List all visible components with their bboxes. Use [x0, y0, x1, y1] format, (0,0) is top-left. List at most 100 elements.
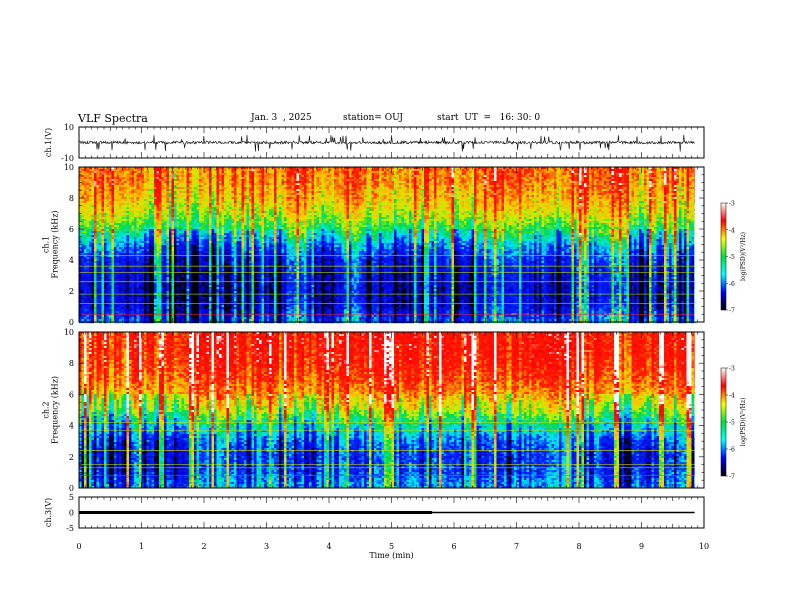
spectrogram-cell	[117, 201, 120, 203]
spectrogram-cell	[672, 199, 675, 201]
spectrogram-cell	[522, 191, 525, 193]
spectrogram-cell	[647, 175, 650, 177]
spectrogram-cell	[392, 175, 395, 177]
spectrogram-cell	[129, 187, 132, 189]
spectrogram-cell	[539, 179, 542, 181]
spectrogram-cell	[437, 183, 440, 185]
spectrogram-cell	[234, 193, 237, 195]
spectrogram-cell	[249, 173, 252, 175]
spectrogram-cell	[307, 189, 310, 191]
spectrogram-cell	[239, 187, 242, 189]
spectrogram-cell	[534, 181, 537, 183]
spectrogram-cell	[119, 181, 122, 183]
spectrogram-cell	[379, 169, 382, 171]
spectrogram-cell	[522, 179, 525, 181]
spectrogram-cell	[124, 183, 127, 185]
spectrogram-cell	[247, 193, 250, 195]
spectrogram-cell	[159, 199, 162, 201]
spectrogram-cell	[402, 181, 405, 183]
spectrogram-cell	[307, 181, 310, 183]
spectrogram-cell	[617, 183, 620, 185]
spectrogram-cell	[499, 181, 502, 183]
spectrogram-cell	[509, 177, 512, 179]
spectrogram-cell	[369, 169, 372, 171]
spectrogram-cell	[164, 175, 167, 177]
spectrogram-cell	[457, 197, 460, 199]
spectrogram-cell	[252, 185, 255, 187]
spectrogram-cell	[267, 175, 270, 177]
spectrogram-cell	[384, 195, 387, 197]
spectrogram-cell	[667, 181, 670, 183]
spectrogram-cell	[187, 187, 190, 189]
spectrogram-cell	[107, 183, 110, 185]
spectrogram-cell	[317, 177, 320, 179]
spectrogram-cell	[129, 181, 132, 183]
spectrogram-cell	[412, 193, 415, 195]
spectrogram-cell	[202, 193, 205, 195]
spectrogram-cell	[114, 201, 117, 203]
spectrogram-cell	[559, 193, 562, 195]
spectrogram-cell	[652, 179, 655, 181]
spectrogram-cell	[212, 195, 215, 197]
spectrogram-cell	[542, 175, 545, 177]
spectrogram-cell	[622, 175, 625, 177]
spectrogram-cell	[174, 187, 177, 189]
spectrogram-cell	[582, 183, 585, 185]
spectrogram-cell	[604, 197, 607, 199]
spectrogram-cell	[97, 185, 100, 187]
spectrogram-cell	[374, 199, 377, 201]
spectrogram-cell	[604, 173, 607, 175]
spectrogram-cell	[292, 173, 295, 175]
spectrogram-cell	[382, 185, 385, 187]
spectrogram-cell	[447, 177, 450, 179]
spectrogram-cell	[589, 183, 592, 185]
spectrogram-cell	[494, 169, 497, 171]
spectrogram-cell	[687, 197, 690, 199]
spectrogram-cell	[654, 195, 657, 197]
spectrogram-cell	[654, 189, 657, 191]
spectrogram-cell	[209, 197, 212, 199]
spectrogram-cell	[599, 185, 602, 187]
spectrogram-cell	[457, 193, 460, 195]
spectrogram-cell	[624, 171, 627, 173]
spectrogram-cell	[472, 183, 475, 185]
spectrogram-cell	[637, 189, 640, 191]
spectrogram-cell	[152, 183, 155, 185]
spectrogram-cell	[262, 183, 265, 185]
spectrogram-cell	[97, 201, 100, 203]
spectrogram-cell	[112, 193, 115, 195]
spectrogram-cell	[624, 177, 627, 179]
spectrogram-cell	[624, 173, 627, 175]
spectrogram-cell	[692, 189, 695, 191]
spectrogram-cell	[389, 189, 392, 191]
spectrogram-cell	[84, 175, 87, 177]
spectrogram-cell	[372, 185, 375, 187]
spectrogram-cell	[477, 199, 480, 201]
spectrogram-cell	[187, 189, 190, 191]
spectrogram-cell	[344, 187, 347, 189]
spectrogram-cell	[597, 181, 600, 183]
spectrogram-cell	[124, 173, 127, 175]
spectrogram-cell	[334, 183, 337, 185]
spectrogram-cell	[129, 199, 132, 201]
spectrogram-cell	[219, 195, 222, 197]
spectrogram-cell	[247, 195, 250, 197]
spectrogram-cell	[452, 185, 455, 187]
spectrogram-cell	[149, 173, 152, 175]
spectrogram-cell	[227, 191, 230, 193]
spectrogram-cell	[567, 193, 570, 195]
spectrogram-cell	[549, 169, 552, 171]
spectrogram-cell	[404, 189, 407, 191]
spectrogram-cell	[174, 179, 177, 181]
spectrogram-cell	[249, 195, 252, 197]
spectrogram-cell	[179, 191, 182, 193]
spectrogram-cell	[469, 199, 472, 201]
spectrogram-cell	[187, 175, 190, 177]
spectrogram-cell	[439, 181, 442, 183]
spectrogram-cell	[554, 191, 557, 193]
spectrogram-cell	[334, 187, 337, 189]
spectrogram-cell	[627, 171, 630, 173]
spectrogram-cell	[344, 179, 347, 181]
spectrogram-cell	[379, 171, 382, 173]
spectrogram-cell	[479, 171, 482, 173]
